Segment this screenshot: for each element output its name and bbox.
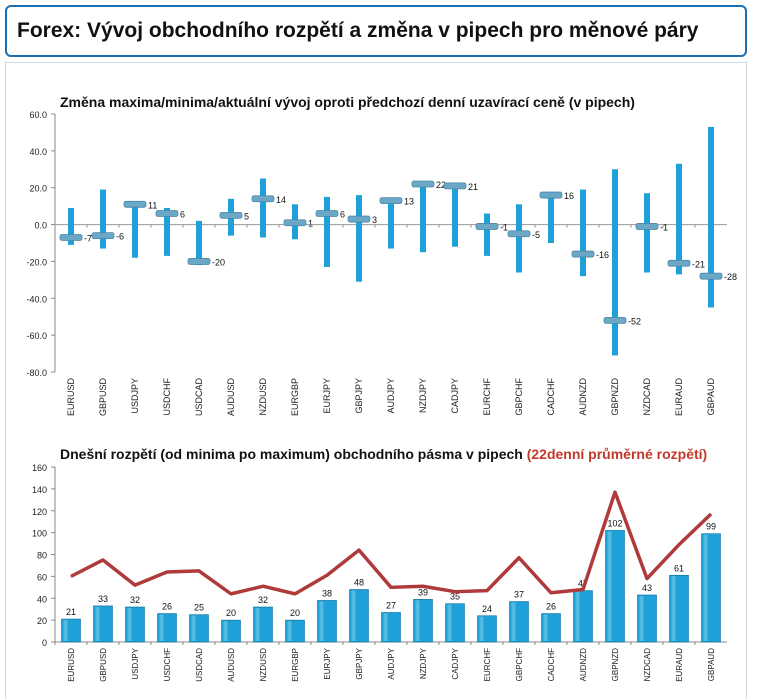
chart2-title-accent: (22denní průměrné rozpětí): [526, 446, 708, 462]
charts-panel: [5, 62, 747, 699]
chart2-title: Dnešní rozpětí (od minima po maximum) ob…: [60, 446, 707, 462]
chart2-title-main: Dnešní rozpětí (od minima po maximum) ob…: [60, 446, 523, 462]
page-title: Forex: Vývoj obchodního rozpětí a změna …: [17, 19, 699, 42]
chart1-title: Změna maxima/minima/aktuální vývoj oprot…: [60, 94, 635, 110]
header-box: Forex: Vývoj obchodního rozpětí a změna …: [5, 5, 747, 57]
